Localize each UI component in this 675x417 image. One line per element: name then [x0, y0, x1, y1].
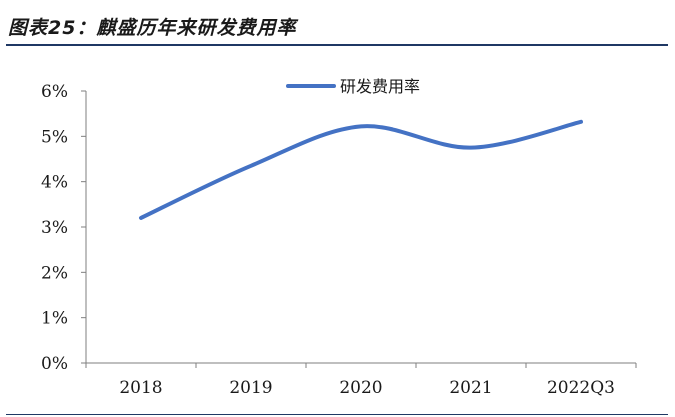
y-tick-label: 6%: [41, 82, 68, 102]
title-divider: [6, 44, 668, 46]
y-tick-label: 3%: [41, 218, 68, 238]
chart-legend: 研发费用率: [286, 77, 420, 96]
y-tick-label: 2%: [41, 263, 68, 283]
legend-label: 研发费用率: [340, 77, 420, 96]
x-tick-label: 2019: [229, 378, 272, 398]
y-tick-label: 0%: [41, 354, 68, 374]
x-tick-label: 2020: [339, 378, 382, 398]
y-tick-label: 5%: [41, 127, 68, 147]
x-tick-label: 2018: [119, 378, 162, 398]
figure-title: 图表25：麒盛历年来研发费用率: [8, 17, 297, 39]
bottom-divider: [6, 414, 668, 415]
series-line: [139, 119, 583, 220]
x-tick-label: 2022Q3: [547, 378, 615, 398]
chart-axes: 0% 1% 2% 3% 4% 5% 6% 2018 2019 2020 2021 2022Q3: [41, 82, 637, 398]
y-tick-label: 4%: [41, 173, 68, 193]
y-tick-label: 1%: [41, 309, 68, 329]
chart-series: [139, 119, 583, 220]
x-tick-label: 2021: [449, 378, 492, 398]
